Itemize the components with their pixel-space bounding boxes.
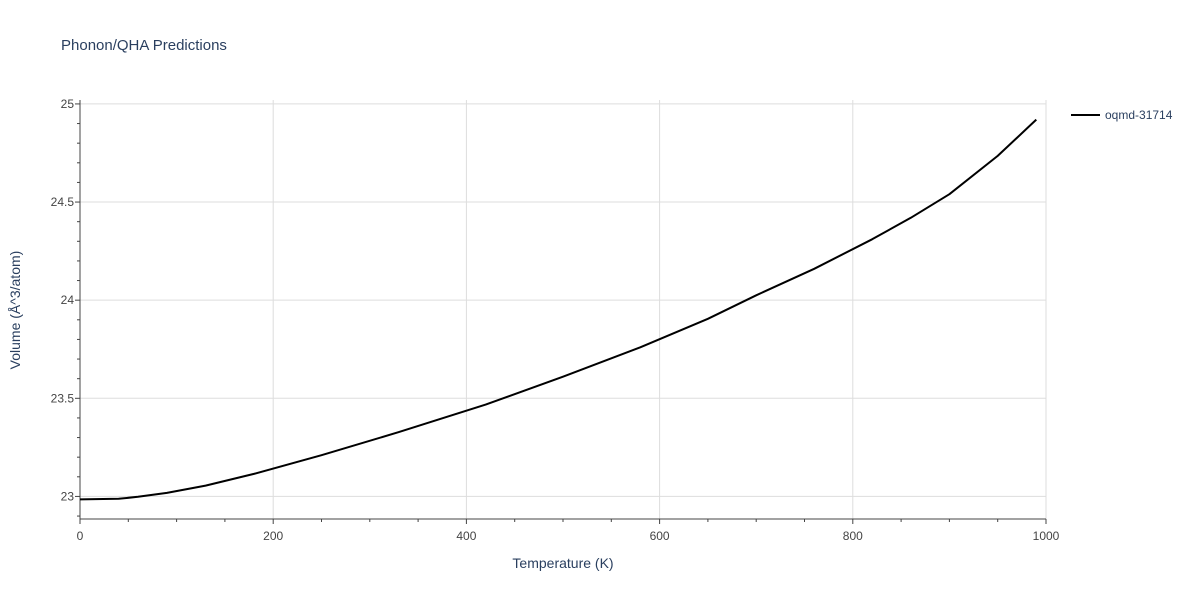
y-axis-title: Volume (Å^3/atom) [7, 251, 23, 370]
series-line [79, 118, 1037, 501]
y-tick-label: 25 [61, 97, 75, 111]
x-axis-title: Temperature (K) [512, 555, 613, 571]
axes: 0 200 400 600 800 1000 23 23.5 24 24.5 25 [51, 97, 1060, 543]
x-tick-label: 1000 [1033, 529, 1060, 543]
y-tick-label: 23.5 [51, 391, 75, 405]
series-layer [79, 118, 1037, 501]
x-tick-label: 400 [456, 529, 476, 543]
grid [80, 100, 1047, 519]
x-tick-label: 800 [843, 529, 863, 543]
x-tick-label: 0 [77, 529, 84, 543]
y-tick-label: 24.5 [51, 195, 75, 209]
y-tick-label: 24 [61, 293, 75, 307]
legend-label: oqmd-31714 [1105, 108, 1173, 122]
x-tick-label: 200 [263, 529, 283, 543]
chart-title: Phonon/QHA Predictions [61, 37, 227, 54]
y-tick-label: 23 [61, 489, 75, 503]
x-tick-label: 600 [650, 529, 670, 543]
legend[interactable]: oqmd-31714 [1071, 108, 1173, 122]
